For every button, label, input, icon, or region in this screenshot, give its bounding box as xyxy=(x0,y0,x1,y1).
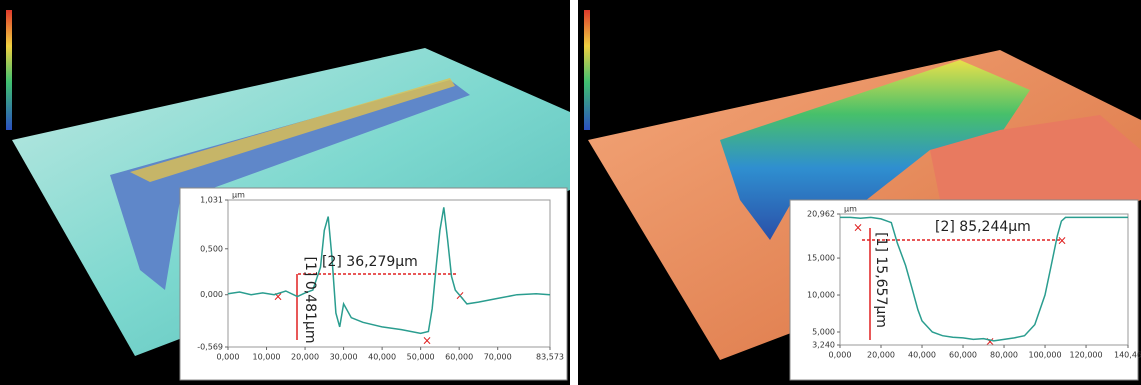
y-tick-label: 20,962 xyxy=(807,210,835,219)
y-tick-label: 5,000 xyxy=(812,327,835,336)
x-tick-label: 10,000 xyxy=(253,353,281,362)
measure-label: [2] 85,244µm xyxy=(935,219,1031,235)
x-tick-label: 50,000 xyxy=(407,353,435,362)
x-tick-label: 70,000 xyxy=(484,353,512,362)
marker: × xyxy=(853,221,863,235)
x-tick-label: 60,000 xyxy=(445,353,473,362)
y-tick-label: 10,000 xyxy=(807,291,835,300)
y-tick-label: 0,500 xyxy=(200,244,223,253)
x-tick-label: 20,000 xyxy=(867,351,895,360)
x-tick-label: 83,573 xyxy=(536,353,564,362)
y-tick-label: 3,240 xyxy=(812,341,835,350)
x-tick-label: 0,000 xyxy=(829,351,852,360)
x-tick-label: 140,46 xyxy=(1114,351,1141,360)
x-tick-label: 20,000 xyxy=(291,353,319,362)
x-tick-label: 30,000 xyxy=(330,353,358,362)
measure-label: [1] 0,481µm xyxy=(302,257,318,344)
x-tick-label: 40,000 xyxy=(368,353,396,362)
color-scale xyxy=(6,10,12,130)
color-scale xyxy=(584,10,590,130)
y-axis-label: µm xyxy=(232,191,245,200)
y-tick-label: 0,000 xyxy=(200,290,223,299)
x-tick-label: 0,000 xyxy=(217,353,240,362)
y-axis-label: µm xyxy=(844,205,857,214)
x-tick-label: 40,000 xyxy=(908,351,936,360)
marker: × xyxy=(1057,234,1067,248)
screenshot: × × × × × × µm-0,5690,0000,5001,0310,000… xyxy=(0,0,1141,385)
x-tick-label: 120,000 xyxy=(1070,351,1103,360)
measure-label: [2] 36,279µm xyxy=(322,254,418,270)
measure-label: [1] 15,657µm xyxy=(873,232,889,328)
x-tick-label: 100,000 xyxy=(1028,351,1061,360)
x-tick-label: 80,000 xyxy=(990,351,1018,360)
marker: × xyxy=(422,334,432,348)
y-tick-label: 15,000 xyxy=(807,254,835,263)
inset-bg xyxy=(180,188,567,380)
x-tick-label: 60,000 xyxy=(949,351,977,360)
y-tick-label: 1,031 xyxy=(200,196,223,205)
y-tick-label: -0,569 xyxy=(197,343,223,352)
